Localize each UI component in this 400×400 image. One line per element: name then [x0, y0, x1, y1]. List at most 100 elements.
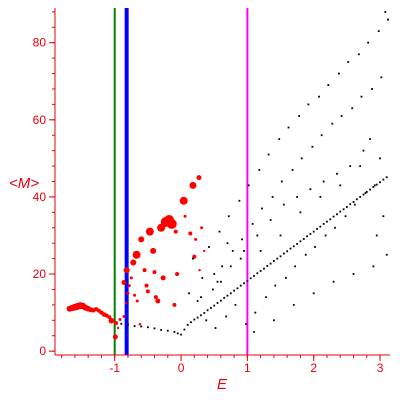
- data-point: [183, 214, 187, 218]
- data-point: [362, 149, 365, 152]
- data-point: [269, 262, 272, 265]
- data-point: [342, 208, 345, 211]
- data-point: [336, 213, 338, 216]
- x-tick-label: 0: [178, 361, 185, 375]
- data-point: [300, 157, 303, 160]
- data-point: [292, 245, 295, 248]
- data-point: [114, 320, 119, 325]
- y-tick-label: 20: [33, 267, 47, 281]
- data-point: [243, 282, 245, 285]
- data-point: [322, 180, 325, 183]
- data-point: [236, 287, 239, 290]
- data-point: [203, 312, 206, 314]
- data-point: [263, 267, 265, 270]
- data-point: [108, 317, 115, 324]
- data-point: [234, 303, 237, 306]
- data-point: [309, 188, 312, 191]
- data-point: [282, 203, 285, 206]
- data-point: [294, 265, 297, 268]
- x-tick-label: -1: [109, 361, 120, 375]
- data-point: [142, 268, 147, 273]
- data-point: [282, 252, 285, 255]
- data-point: [259, 270, 262, 272]
- y-tick-label: 0: [39, 344, 46, 358]
- data-point: [312, 292, 315, 295]
- data-point: [387, 18, 389, 21]
- data-point: [145, 289, 150, 294]
- data-point: [193, 318, 196, 321]
- data-point: [247, 184, 250, 187]
- data-point: [355, 198, 358, 201]
- data-point: [196, 175, 202, 181]
- data-point: [166, 329, 169, 332]
- data-point: [253, 275, 255, 277]
- data-point: [385, 253, 388, 256]
- data-point: [359, 196, 362, 198]
- data-point: [344, 215, 347, 218]
- data-point: [198, 268, 201, 272]
- data-point: [190, 321, 192, 324]
- data-point: [324, 234, 327, 237]
- data-point: [126, 291, 130, 295]
- data-point: [166, 218, 177, 229]
- data-point: [265, 296, 267, 299]
- data-point: [266, 265, 269, 267]
- data-point: [192, 254, 197, 259]
- data-point: [146, 326, 149, 329]
- data-point: [382, 178, 385, 181]
- data-point: [271, 196, 274, 198]
- data-point: [311, 145, 314, 148]
- data-point: [130, 259, 137, 266]
- data-point: [116, 326, 120, 330]
- y-tick-label: 60: [33, 113, 47, 127]
- data-point: [380, 76, 383, 79]
- data-point: [218, 230, 221, 233]
- data-point: [364, 192, 367, 194]
- data-point: [241, 238, 243, 241]
- data-point: [329, 218, 332, 221]
- data-point: [132, 250, 141, 259]
- data-point: [173, 229, 178, 234]
- y-tick-label: 40: [33, 190, 47, 204]
- data-point: [233, 289, 236, 292]
- data-point: [269, 219, 272, 221]
- data-point: [291, 169, 294, 171]
- data-point: [192, 257, 194, 260]
- data-point: [133, 325, 136, 327]
- data-point: [256, 272, 259, 275]
- data-point: [339, 184, 342, 187]
- data-point: [349, 165, 352, 167]
- data-point: [332, 215, 335, 218]
- data-point: [200, 314, 202, 317]
- data-point: [286, 250, 289, 253]
- data-point: [245, 323, 247, 326]
- data-point: [188, 231, 193, 236]
- data-point: [369, 138, 371, 140]
- data-point: [238, 199, 241, 202]
- data-point: [243, 250, 245, 252]
- data-point: [312, 230, 315, 233]
- data-point: [249, 277, 252, 280]
- data-point: [362, 193, 365, 196]
- data-point: [327, 84, 330, 87]
- data-point: [353, 203, 356, 206]
- data-point: [208, 246, 210, 248]
- data-point: [382, 215, 385, 218]
- data-point: [254, 311, 257, 314]
- data-point: [231, 250, 234, 252]
- data-point: [385, 176, 388, 179]
- data-point: [144, 283, 149, 288]
- data-point: [319, 196, 322, 198]
- data-point: [357, 53, 360, 56]
- data-point: [200, 226, 204, 230]
- data-point: [196, 300, 199, 302]
- data-point: [331, 122, 334, 125]
- data-point: [122, 314, 126, 318]
- ticks: -1 0 1 2 3 0 20 40 60 80: [33, 11, 384, 375]
- data-point: [127, 323, 129, 326]
- data-point: [314, 246, 316, 248]
- data-point: [239, 257, 242, 260]
- data-point: [225, 315, 228, 318]
- data-point: [180, 333, 182, 336]
- data-point: [239, 284, 242, 287]
